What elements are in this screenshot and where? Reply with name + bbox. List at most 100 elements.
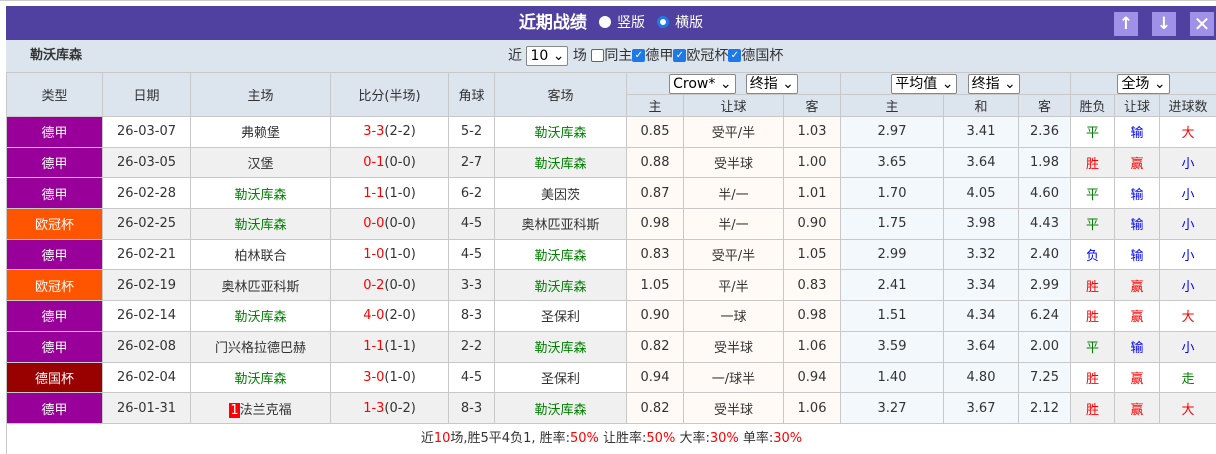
- vertical-label[interactable]: 竖版: [617, 15, 645, 31]
- match-type[interactable]: 德甲: [7, 147, 103, 178]
- table-row[interactable]: 德甲 26-02-08 门兴格拉德巴赫 1-1(1-1) 2-2 勒沃库森 0.…: [7, 331, 1216, 362]
- match-type[interactable]: 德甲: [7, 393, 103, 424]
- euro-away-odds: 7.25: [1019, 362, 1071, 393]
- away-team[interactable]: 圣保利: [495, 301, 627, 332]
- home-team[interactable]: 弗赖堡: [191, 117, 331, 148]
- match-type[interactable]: 欧冠杯: [7, 270, 103, 301]
- score[interactable]: 3-3(2-2): [331, 117, 449, 148]
- table-row[interactable]: 德甲 26-03-05 汉堡 0-1(0-0) 2-7 勒沃库森 0.88 受半…: [7, 147, 1216, 178]
- radio-vertical[interactable]: [599, 16, 611, 28]
- league-checkbox-bundesliga[interactable]: ✓: [632, 49, 645, 62]
- home-team-name[interactable]: 勒沃库森: [234, 218, 286, 233]
- home-team-name[interactable]: 勒沃库森: [234, 372, 286, 387]
- euro-away-odds: 4.60: [1019, 178, 1071, 209]
- close-icon[interactable]: ✕: [1190, 12, 1214, 36]
- match-type[interactable]: 德甲: [7, 301, 103, 332]
- handicap-home-odds: 0.82: [627, 393, 684, 424]
- match-type[interactable]: 德甲: [7, 178, 103, 209]
- match-type[interactable]: 德甲: [7, 239, 103, 270]
- period-select[interactable]: 全场 ⌄: [1117, 74, 1169, 94]
- league-checkbox-ucl[interactable]: ✓: [673, 49, 686, 62]
- header-home: 主场: [191, 73, 331, 117]
- home-team[interactable]: 勒沃库森: [191, 362, 331, 393]
- home-team-name[interactable]: 法兰克福: [240, 403, 292, 418]
- score[interactable]: 0-0(0-0): [331, 209, 449, 240]
- away-team[interactable]: 勒沃库森: [495, 117, 627, 148]
- radio-horizontal[interactable]: [657, 16, 669, 28]
- home-team[interactable]: 门兴格拉德巴赫: [191, 331, 331, 362]
- company-select[interactable]: Crow* ⌄: [669, 74, 735, 94]
- away-team[interactable]: 勒沃库森: [495, 239, 627, 270]
- home-team[interactable]: 柏林联合: [191, 239, 331, 270]
- arrow-up-icon[interactable]: ↑: [1114, 12, 1138, 36]
- away-team[interactable]: 奥林匹亚科斯: [495, 209, 627, 240]
- away-team[interactable]: 勒沃库森: [495, 147, 627, 178]
- match-count-select[interactable]: 10 ⌄: [526, 46, 568, 66]
- table-row[interactable]: 德甲 26-02-14 勒沃库森 4-0(2-0) 8-3 圣保利 0.90 一…: [7, 301, 1216, 332]
- full-time-score: 1-1: [363, 186, 384, 201]
- corner: 8-3: [449, 393, 495, 424]
- handicap-away-odds: 0.83: [784, 270, 841, 301]
- away-team[interactable]: 勒沃库森: [495, 331, 627, 362]
- table-row[interactable]: 欧冠杯 26-02-25 勒沃库森 0-0(0-0) 4-5 奥林匹亚科斯 0.…: [7, 209, 1216, 240]
- home-team-name[interactable]: 汉堡: [247, 157, 273, 172]
- home-team[interactable]: 汉堡: [191, 147, 331, 178]
- average-select[interactable]: 平均值 ⌄: [891, 74, 957, 94]
- table-row[interactable]: 德甲 26-02-28 勒沃库森 1-1(1-0) 6-2 美因茨 0.87 半…: [7, 178, 1216, 209]
- away-team[interactable]: 勒沃库森: [495, 393, 627, 424]
- half-time-score: (2-2): [384, 124, 415, 139]
- score[interactable]: 3-0(1-0): [331, 362, 449, 393]
- header-hc-result: 让球: [1115, 95, 1160, 117]
- away-team[interactable]: 美因茨: [495, 178, 627, 209]
- full-time-score: 0-1: [363, 155, 384, 170]
- home-team-name[interactable]: 奥林匹亚科斯: [221, 280, 299, 295]
- match-type[interactable]: 德甲: [7, 331, 103, 362]
- home-team[interactable]: 勒沃库森: [191, 301, 331, 332]
- score[interactable]: 0-1(0-0): [331, 147, 449, 178]
- goals-result: 走: [1160, 362, 1216, 393]
- league-label: 欧冠杯: [686, 48, 728, 64]
- table-row[interactable]: 德甲 26-02-21 柏林联合 1-0(1-0) 4-5 勒沃库森 0.83 …: [7, 239, 1216, 270]
- table-row[interactable]: 德甲 26-01-31 1法兰克福 1-3(0-2) 8-3 勒沃库森 0.82…: [7, 393, 1216, 424]
- home-team[interactable]: 奥林匹亚科斯: [191, 270, 331, 301]
- horizontal-label[interactable]: 横版: [675, 15, 703, 31]
- half-time-score: (2-0): [384, 308, 415, 323]
- home-team-name[interactable]: 柏林联合: [234, 249, 286, 264]
- league-checkbox-dfb-pokal[interactable]: ✓: [728, 49, 741, 62]
- home-team[interactable]: 勒沃库森: [191, 209, 331, 240]
- away-team[interactable]: 圣保利: [495, 362, 627, 393]
- home-team-name[interactable]: 弗赖堡: [241, 126, 280, 141]
- match-type[interactable]: 德国杯: [7, 362, 103, 393]
- handicap-home-odds: 0.88: [627, 147, 684, 178]
- same-home-checkbox[interactable]: [591, 49, 604, 62]
- league-label: 德国杯: [741, 48, 783, 64]
- arrow-down-icon[interactable]: ↓: [1152, 12, 1176, 36]
- away-team[interactable]: 勒沃库森: [495, 270, 627, 301]
- score[interactable]: 1-0(1-0): [331, 239, 449, 270]
- home-team[interactable]: 1法兰克福: [191, 393, 331, 424]
- home-team-name[interactable]: 勒沃库森: [234, 310, 286, 325]
- table-row[interactable]: 德甲 26-03-07 弗赖堡 3-3(2-2) 5-2 勒沃库森 0.85 受…: [7, 117, 1216, 148]
- league-label: 德甲: [645, 48, 673, 64]
- score[interactable]: 1-3(0-2): [331, 393, 449, 424]
- table-row[interactable]: 德国杯 26-02-04 勒沃库森 3-0(1-0) 4-5 圣保利 0.94 …: [7, 362, 1216, 393]
- score[interactable]: 1-1(1-0): [331, 178, 449, 209]
- win-rate: 50%: [570, 431, 599, 446]
- match-type[interactable]: 德甲: [7, 117, 103, 148]
- home-team-name[interactable]: 勒沃库森: [234, 188, 286, 203]
- score[interactable]: 1-1(1-1): [331, 331, 449, 362]
- home-team-name[interactable]: 门兴格拉德巴赫: [215, 341, 306, 356]
- euro-draw-odds: 3.64: [944, 147, 1019, 178]
- score[interactable]: 0-2(0-0): [331, 270, 449, 301]
- odds-type-select-1[interactable]: 终指 ⌄: [746, 74, 798, 94]
- odds-type-select-2[interactable]: 终指 ⌄: [968, 74, 1020, 94]
- match-date: 26-02-25: [103, 209, 191, 240]
- handicap-line: 一/球半: [684, 362, 784, 393]
- euro-away-odds: 2.36: [1019, 117, 1071, 148]
- match-type[interactable]: 欧冠杯: [7, 209, 103, 240]
- over-rate: 30%: [710, 431, 739, 446]
- match-date: 26-02-04: [103, 362, 191, 393]
- table-row[interactable]: 欧冠杯 26-02-19 奥林匹亚科斯 0-2(0-0) 3-3 勒沃库森 1.…: [7, 270, 1216, 301]
- home-team[interactable]: 勒沃库森: [191, 178, 331, 209]
- score[interactable]: 4-0(2-0): [331, 301, 449, 332]
